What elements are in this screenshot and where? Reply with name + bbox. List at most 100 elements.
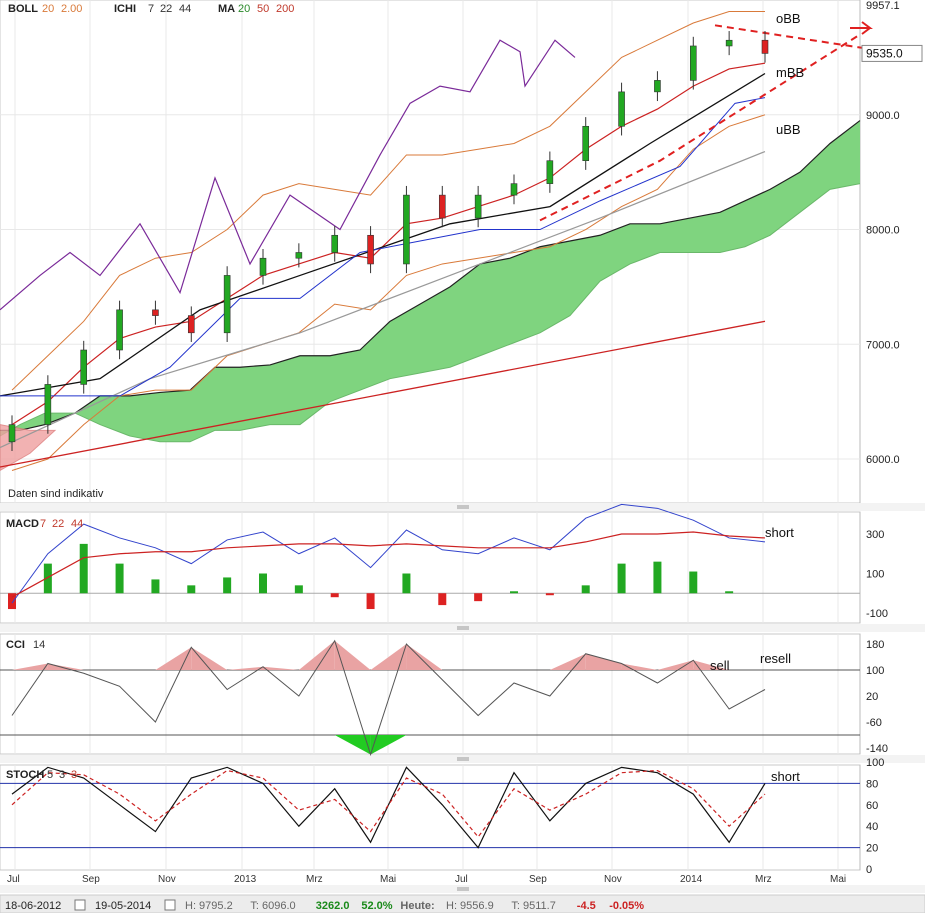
macd-histogram-bar-positive (187, 585, 196, 594)
candle-down (438, 194, 446, 219)
cci-overbought-fill (12, 663, 48, 670)
footer-today-change-pct: -0.05% (609, 900, 644, 912)
macd-histogram-bar-negative (545, 593, 554, 596)
candlesticks (8, 31, 769, 451)
cci-panel (0, 639, 860, 757)
legend-param: 20 (238, 3, 250, 15)
cci-oversold-fill (334, 735, 371, 755)
legend-param: 200 (276, 3, 294, 15)
macd-histogram-bar-negative (474, 593, 483, 602)
annotation-ubb: uBB (776, 122, 801, 137)
cloud-span-a (0, 120, 861, 431)
legend-param: 22 (52, 518, 64, 530)
macd-y-label: 300 (866, 529, 884, 541)
candle-up (44, 384, 52, 425)
footer-date-from: 18-06-2012 (5, 900, 61, 912)
panel-frame (0, 511, 861, 624)
stoch-y-label: 100 (866, 757, 884, 769)
x-axis-label: 2014 (680, 874, 703, 885)
annotation-cci-sell: sell (710, 658, 730, 673)
cci-overbought-fill (657, 660, 694, 670)
macd-histogram-bar-positive (725, 591, 734, 594)
ma-50-line (0, 150, 766, 449)
calendar-icon (74, 899, 86, 911)
candle-up (8, 424, 16, 443)
panel-separator (0, 503, 925, 511)
x-axis-label: Jul (455, 874, 468, 885)
macd-histogram-bar-negative (8, 593, 16, 610)
candle-up (618, 91, 625, 127)
bollinger-upper (11, 11, 765, 391)
legend-name: MACD (6, 518, 39, 530)
tenkan-line (0, 72, 766, 397)
cloud-area (0, 120, 860, 442)
footer-date-to: 19-05-2014 (95, 900, 151, 912)
cci-overbought-fill (191, 647, 228, 670)
stoch-d-line (11, 769, 766, 838)
macd-histogram-bar-positive (223, 577, 232, 594)
legend-param: 44 (71, 518, 83, 530)
legend-name: STOCH (6, 769, 44, 781)
candle-up (689, 45, 697, 81)
y-axis-label: 6000.0 (866, 454, 900, 466)
panel-frame (0, 633, 861, 755)
macd-histogram-bar-negative (330, 593, 339, 598)
stoch-y-label: 20 (866, 843, 878, 855)
footer-high: H: 9795.2 (185, 900, 233, 912)
legend-name: BOLL (8, 3, 38, 15)
annotation-macd-short: short (765, 525, 794, 540)
kijun-line (0, 97, 766, 397)
cci-overbought-fill (334, 640, 371, 670)
cci-overbought-fill (263, 666, 299, 670)
cci-y-label: -60 (866, 717, 882, 729)
stoch-panel (0, 766, 860, 849)
macd-histogram-bar-positive (151, 579, 160, 594)
candle-down (367, 234, 374, 265)
y-axis-label: 8000.0 (866, 225, 900, 237)
candle-up (474, 194, 482, 219)
candle-down (187, 315, 195, 334)
panel-frame (0, 764, 861, 871)
candle-up (403, 194, 410, 265)
cci-overbought-fill (406, 644, 443, 670)
footer-bar: 18-06-2012 19-05-2014 H: 9795.2 T: 6096.0 32… (0, 894, 925, 914)
candle-up (725, 39, 733, 47)
legend-param: 44 (179, 3, 191, 15)
legend-name: ICHI (114, 3, 136, 15)
x-axis-label: Mrz (306, 874, 323, 885)
x-axis-label: Sep (529, 874, 547, 885)
y-axis-label: 9957.1 (866, 0, 900, 12)
x-axis-label: Jul (7, 874, 20, 885)
cci-y-label: 100 (866, 665, 884, 677)
bollinger-mid (11, 62, 766, 426)
annotation-mbb: mBB (776, 65, 804, 80)
macd-y-label: -100 (866, 608, 888, 620)
stoch-y-label: 0 (866, 864, 872, 876)
candle-up (331, 234, 339, 253)
x-axis-label: Nov (604, 874, 622, 885)
candle-down (152, 309, 159, 316)
candle-up (654, 80, 661, 93)
panel-separator (0, 755, 925, 763)
cci-line (11, 639, 766, 757)
cci-overbought-fill (155, 647, 192, 670)
y-axis-label: 7000.0 (866, 339, 900, 351)
legend-param: 20 (42, 3, 54, 15)
cci-overbought-fill (693, 660, 730, 670)
cci-y-label: 20 (866, 691, 878, 703)
legend-param: 14 (33, 639, 45, 651)
y-axis-label: 9000.0 (866, 110, 900, 122)
macd-histogram-bar-positive (510, 591, 518, 594)
panel-separator (0, 624, 925, 632)
macd-panel (0, 503, 860, 610)
x-axis-label: Sep (82, 874, 100, 885)
cci-overbought-fill (298, 640, 335, 670)
macd-histogram-bar-positive (617, 563, 626, 594)
macd-histogram-bar-positive (294, 585, 303, 594)
footer-today-high: H: 9556.9 (446, 900, 494, 912)
macd-histogram-bar-positive (259, 573, 267, 594)
footer-today-label: Heute: (400, 900, 434, 912)
cloud-span-b (0, 183, 861, 443)
